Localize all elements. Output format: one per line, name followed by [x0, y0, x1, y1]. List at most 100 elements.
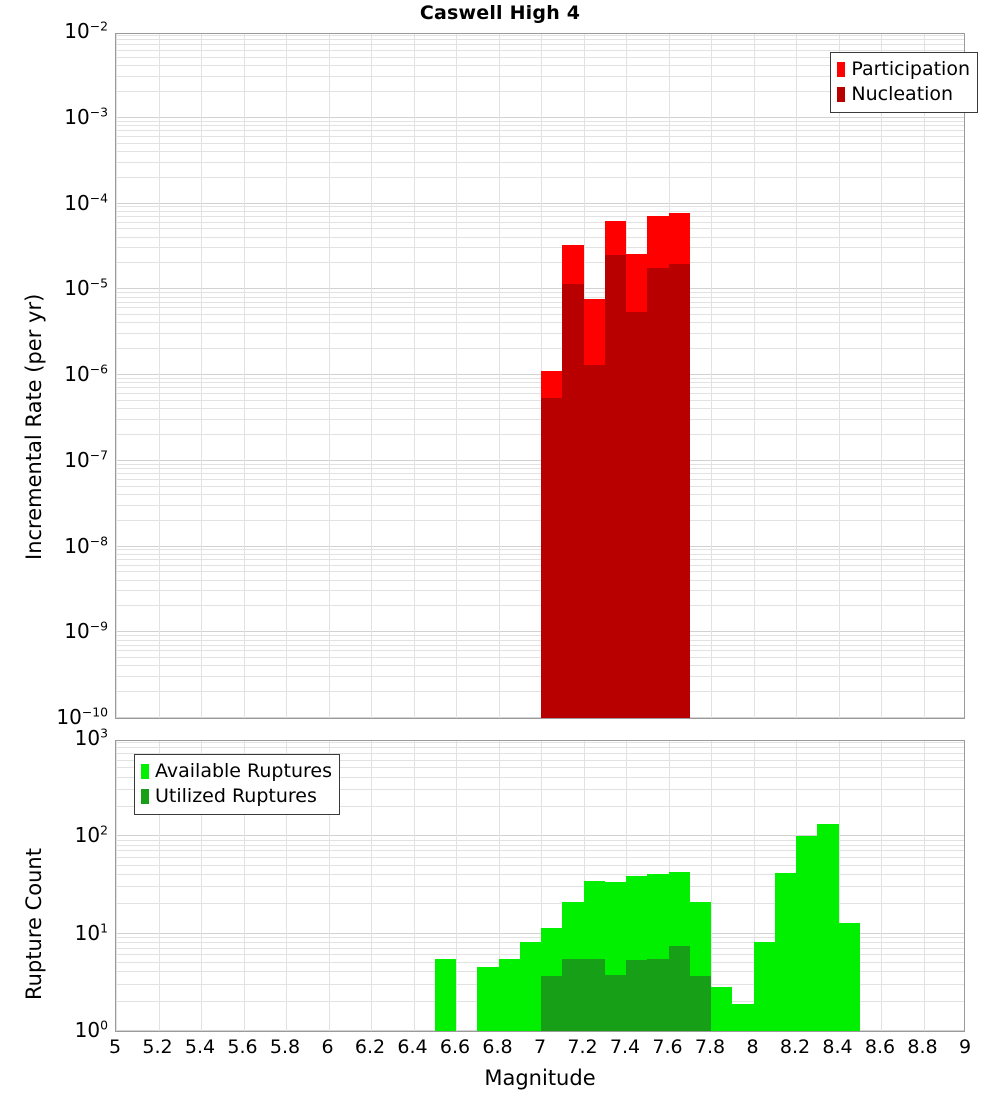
x-tick-label: 7.2 — [567, 1036, 598, 1058]
bar-segment-utilized — [689, 975, 711, 1031]
y-tick-label: 10−8 — [64, 532, 108, 558]
bar-segment-available — [519, 941, 541, 1031]
x-tick-label: 7.6 — [652, 1036, 683, 1058]
bar-segment-available — [434, 958, 456, 1031]
x-tick-label: 6 — [321, 1036, 334, 1058]
bar — [774, 873, 796, 1031]
x-tick-label: 7.4 — [609, 1036, 641, 1058]
y-tick-label: 10−2 — [64, 18, 108, 43]
bar — [604, 221, 626, 718]
bar — [583, 880, 605, 1031]
bar-segment-nucleation — [647, 268, 669, 718]
y-tick-label: 10−5 — [64, 275, 108, 301]
x-axis-label: Magnitude — [484, 1066, 596, 1090]
bar — [477, 966, 499, 1031]
bar-segment-available — [838, 922, 860, 1031]
legend-item-participation[interactable]: Participation — [837, 57, 970, 82]
x-tick-label: 5.8 — [269, 1036, 301, 1058]
rupture-count-plot: Available Ruptures Utilized Ruptures — [115, 740, 965, 1032]
legend-item-available-ruptures[interactable]: Available Ruptures — [141, 759, 332, 784]
bar — [583, 299, 605, 718]
legend-item-nucleation[interactable]: Nucleation — [837, 82, 970, 107]
bar — [626, 253, 648, 718]
bar — [498, 958, 520, 1031]
bar — [519, 941, 541, 1031]
available-ruptures-swatch-icon — [141, 764, 149, 779]
bar — [753, 941, 775, 1031]
x-tick-label: 8.6 — [864, 1036, 896, 1058]
bar-segment-available — [796, 836, 818, 1031]
bar-segment-nucleation — [562, 284, 584, 718]
bar — [732, 1003, 754, 1031]
bar-segment-available — [477, 966, 499, 1031]
utilized-ruptures-swatch-icon — [141, 789, 149, 804]
bar — [668, 213, 690, 718]
bar — [647, 216, 669, 718]
y-tick-label: 10−4 — [64, 189, 108, 215]
bar-segment-nucleation — [668, 264, 690, 718]
x-tick-label: 9 — [958, 1036, 972, 1058]
legend-bottom: Available Ruptures Utilized Ruptures — [134, 754, 340, 815]
bar — [796, 836, 818, 1031]
bars-top — [116, 34, 964, 718]
x-tick-label: 5.2 — [142, 1036, 173, 1058]
bars-bottom — [116, 741, 964, 1031]
x-tick-label: 5.4 — [184, 1036, 216, 1058]
y-axis-label-bottom: Rupture Count — [22, 848, 46, 1000]
x-tick-label: 7.8 — [694, 1036, 726, 1058]
bar-segment-nucleation — [583, 365, 605, 718]
x-tick-label: 5 — [108, 1036, 122, 1058]
bar-segment-utilized — [647, 958, 669, 1031]
y-tick-label: 101 — [74, 920, 108, 945]
bar — [541, 927, 563, 1031]
bar — [689, 902, 711, 1031]
incremental-rate-plot — [115, 33, 965, 719]
legend-label-available-ruptures: Available Ruptures — [155, 760, 332, 782]
legend-label-participation: Participation — [851, 58, 970, 80]
bar — [711, 987, 733, 1031]
bar-segment-nucleation — [541, 397, 563, 718]
x-tick-label: 6.6 — [439, 1036, 471, 1058]
x-tick-label: 8.2 — [779, 1036, 811, 1058]
legend-label-nucleation: Nucleation — [851, 83, 954, 105]
bar-segment-available — [732, 1003, 754, 1031]
bar-segment-utilized — [604, 974, 626, 1031]
bar-segment-utilized — [626, 959, 648, 1031]
bar-segment-utilized — [562, 958, 584, 1031]
y-tick-label: 100 — [74, 1017, 108, 1042]
bar-segment-available — [817, 823, 839, 1031]
bar — [647, 874, 669, 1031]
bar — [668, 872, 690, 1031]
bar-segment-utilized — [583, 958, 605, 1031]
bar — [817, 823, 839, 1031]
legend-item-utilized-ruptures[interactable]: Utilized Ruptures — [141, 784, 332, 809]
bar-segment-available — [498, 958, 520, 1031]
x-tick-label: 6.4 — [397, 1036, 428, 1058]
bar-segment-available — [753, 941, 775, 1031]
bar-segment-nucleation — [604, 255, 626, 718]
bar-segment-utilized — [541, 975, 563, 1031]
bar — [626, 876, 648, 1031]
x-tick-label: 8 — [746, 1036, 759, 1058]
x-tick-label: 7 — [533, 1036, 547, 1058]
bar-segment-utilized — [668, 945, 690, 1031]
bar-segment-available — [774, 873, 796, 1031]
page-title: Caswell High 4 — [419, 2, 581, 24]
bar — [838, 922, 860, 1031]
x-tick-label: 6.2 — [354, 1036, 386, 1058]
y-tick-label: 10−3 — [64, 104, 108, 129]
legend-top: Participation Nucleation — [830, 52, 978, 113]
y-tick-label: 10−9 — [64, 618, 108, 644]
x-tick-label: 5.6 — [227, 1036, 258, 1058]
bar — [562, 244, 584, 718]
participation-swatch-icon — [837, 62, 846, 77]
bar — [434, 958, 456, 1031]
nucleation-swatch-icon — [837, 87, 846, 102]
x-tick-label: 6.8 — [482, 1036, 513, 1058]
bar — [541, 371, 563, 718]
bar — [562, 902, 584, 1031]
y-tick-label: 102 — [74, 822, 108, 848]
y-tick-label: 10−6 — [64, 361, 108, 386]
bar-segment-available — [711, 987, 733, 1031]
